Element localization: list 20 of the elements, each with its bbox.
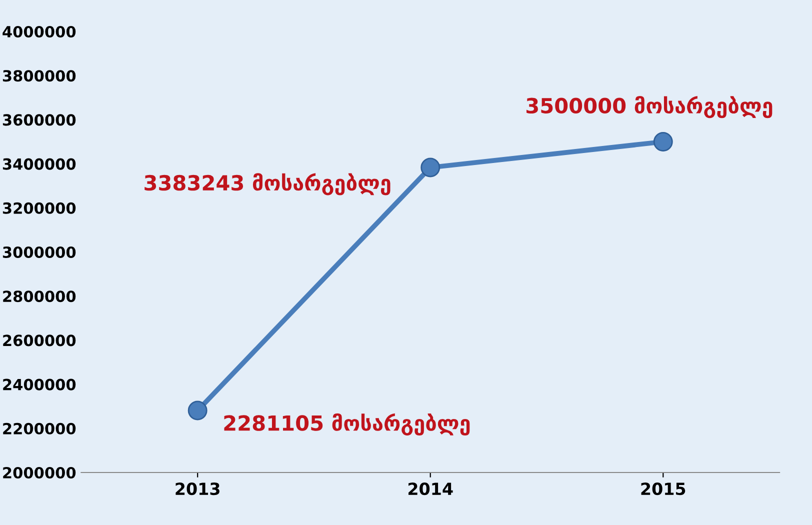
y-tick-label: 2400000 [3,378,76,390]
point [188,400,208,420]
y-tick-label: 2000000 [3,466,76,479]
data-label: 3383243 მოსარგებლე [144,173,390,196]
y-tick-label: 3600000 [2,114,76,126]
point [420,158,440,178]
data-label: 3500000 მოსარგებლე [526,96,772,118]
y-tick-label: 3800000 [2,70,76,82]
y-tick-label: 3200000 [2,202,76,214]
point [653,132,673,152]
x-tick-label: 2013 [176,482,220,496]
y-tick-label: 2600000 [3,334,76,346]
x-tick-label: 2014 [408,482,453,496]
x-tick-label: 2015 [641,482,686,496]
y-tick-label: 3000000 [2,246,76,258]
y-tick-label: 3400000 [2,158,76,170]
data-label: 2281105 მოსარგებლე [224,413,470,436]
y-tick-label: 2800000 [3,290,76,302]
y-tick-label: 2200000 [3,422,76,434]
y-tick-label: 4000000 [2,26,76,38]
